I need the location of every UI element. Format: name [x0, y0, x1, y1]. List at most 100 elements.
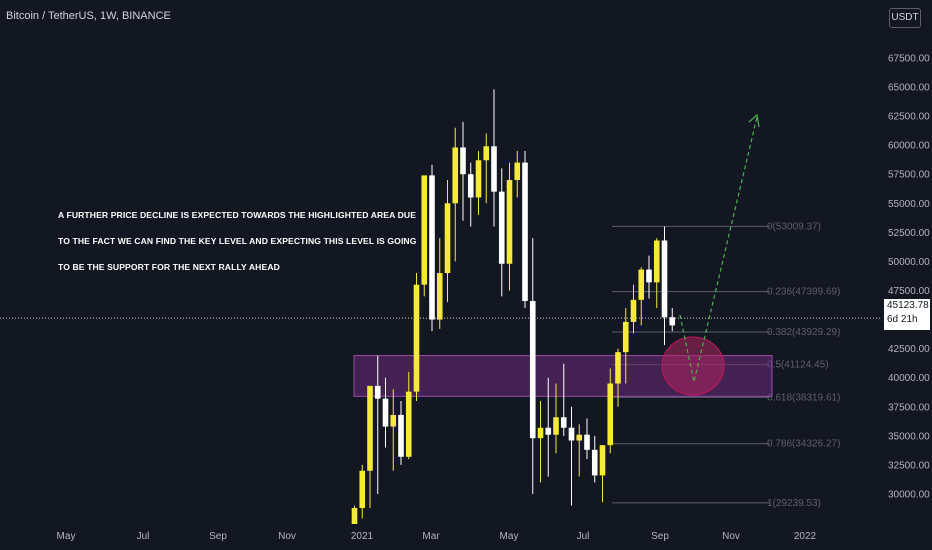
candle-body: [514, 162, 521, 181]
time-tick-label: Mar: [422, 531, 440, 542]
candle: [653, 238, 660, 308]
target-circle[interactable]: [661, 336, 725, 396]
candle: [669, 307, 676, 332]
price-tick-label: 62500.00: [888, 112, 930, 123]
time-tick-label: Jul: [137, 531, 150, 542]
fib-level-label: 0.5(41124.45): [767, 360, 829, 371]
candle: [421, 175, 428, 297]
candles-layer: [351, 89, 676, 529]
candle-body: [615, 352, 621, 384]
candle-body: [460, 147, 466, 175]
candle: [591, 435, 598, 483]
last-price-value: 45123.78: [887, 300, 929, 311]
candle-body: [661, 240, 668, 318]
candle: [560, 363, 567, 436]
candle: [413, 273, 420, 401]
candle-body: [367, 385, 373, 471]
symbol-title[interactable]: Bitcoin / TetherUS, 1W, BINANCE: [6, 10, 171, 22]
candle: [584, 418, 590, 460]
candle: [444, 180, 451, 303]
time-tick-label: Sep: [209, 531, 227, 542]
candle: [491, 89, 497, 227]
price-tick-label: 35000.00: [888, 431, 930, 442]
candle-body: [646, 269, 652, 283]
price-tick-label: 30000.00: [888, 490, 930, 501]
candle: [545, 377, 552, 477]
candle: [537, 400, 544, 483]
candle: [398, 400, 404, 465]
candle-body: [560, 417, 567, 428]
candle: [390, 389, 397, 471]
candle: [622, 307, 629, 384]
candle: [599, 445, 606, 503]
candle-body: [630, 299, 637, 322]
candle-body: [669, 317, 676, 326]
fib-level-label: 0.236(47399.69): [767, 287, 840, 298]
currency-button[interactable]: USDT: [889, 8, 921, 28]
candle-body: [491, 146, 497, 192]
candle: [553, 383, 559, 454]
candle-body: [429, 175, 435, 320]
time-tick-label: May: [57, 531, 76, 542]
candle-body: [529, 300, 536, 439]
candle: [382, 377, 389, 448]
candle: [522, 150, 528, 308]
candle-body: [452, 147, 459, 204]
fib-level-label: 1(29239.53): [767, 498, 821, 509]
note-line: TO BE THE SUPPORT FOR THE NEXT RALLY AHE…: [58, 262, 280, 272]
candle: [646, 255, 652, 299]
fib-level-label: 0(53009.37): [767, 221, 821, 232]
support-zone-layer: [0, 317, 880, 397]
candle-body: [398, 414, 404, 457]
candle-body: [444, 203, 451, 274]
price-axis[interactable]: 67500.00 65000.00 62500.00 60000.00 57500.00…: [882, 0, 932, 550]
candle-body: [374, 385, 381, 399]
candle-body: [421, 175, 428, 285]
candle: [429, 164, 435, 332]
candle: [607, 368, 614, 454]
candle: [359, 464, 366, 519]
candle-body: [483, 146, 490, 161]
candle: [475, 150, 482, 215]
time-tick-label: Jul: [577, 531, 590, 542]
candle: [638, 267, 645, 326]
time-axis[interactable]: May Jul Sep Nov 2021 Mar May Jul Sep Nov 2022: [0, 524, 882, 550]
price-tick-label: 52500.00: [888, 228, 930, 239]
time-tick-label: Nov: [278, 531, 296, 542]
price-tick-label: 50000.00: [888, 257, 930, 268]
bar-countdown: 6d 21h: [887, 314, 918, 325]
candle-body: [638, 269, 645, 300]
candle-body: [498, 191, 505, 264]
candle: [460, 121, 466, 221]
note-line: TO THE FACT WE CAN FIND THE KEY LEVEL AN…: [58, 236, 417, 246]
price-tick-label: 65000.00: [888, 83, 930, 94]
candle: [529, 238, 536, 494]
time-tick-label: Nov: [722, 531, 740, 542]
price-tick-label: 37500.00: [888, 402, 930, 413]
time-tick-label: 2021: [351, 531, 374, 542]
candle-body: [537, 427, 544, 439]
candle-body: [359, 470, 366, 508]
candle-body: [576, 434, 583, 441]
candle: [374, 355, 381, 494]
candle: [615, 348, 621, 407]
candle: [367, 385, 373, 508]
projection-arrow[interactable]: [679, 116, 758, 383]
candle-body: [475, 160, 482, 198]
candle: [661, 226, 668, 346]
candle: [506, 162, 513, 291]
candle: [452, 127, 459, 262]
candle-body: [653, 240, 660, 283]
candle-body: [599, 445, 606, 476]
drawings-layer[interactable]: [661, 113, 760, 396]
price-tick-label: 55000.00: [888, 199, 930, 210]
candle-body: [607, 383, 614, 446]
candle-body: [506, 180, 513, 264]
candle: [576, 424, 583, 477]
analysis-text-note[interactable]: A FURTHER PRICE DECLINE IS EXPECTED TOWA…: [58, 208, 417, 286]
price-tick-label: 57500.00: [888, 170, 930, 181]
candle-body: [553, 417, 559, 435]
time-tick-label: Sep: [651, 531, 669, 542]
candle-body: [568, 427, 575, 441]
